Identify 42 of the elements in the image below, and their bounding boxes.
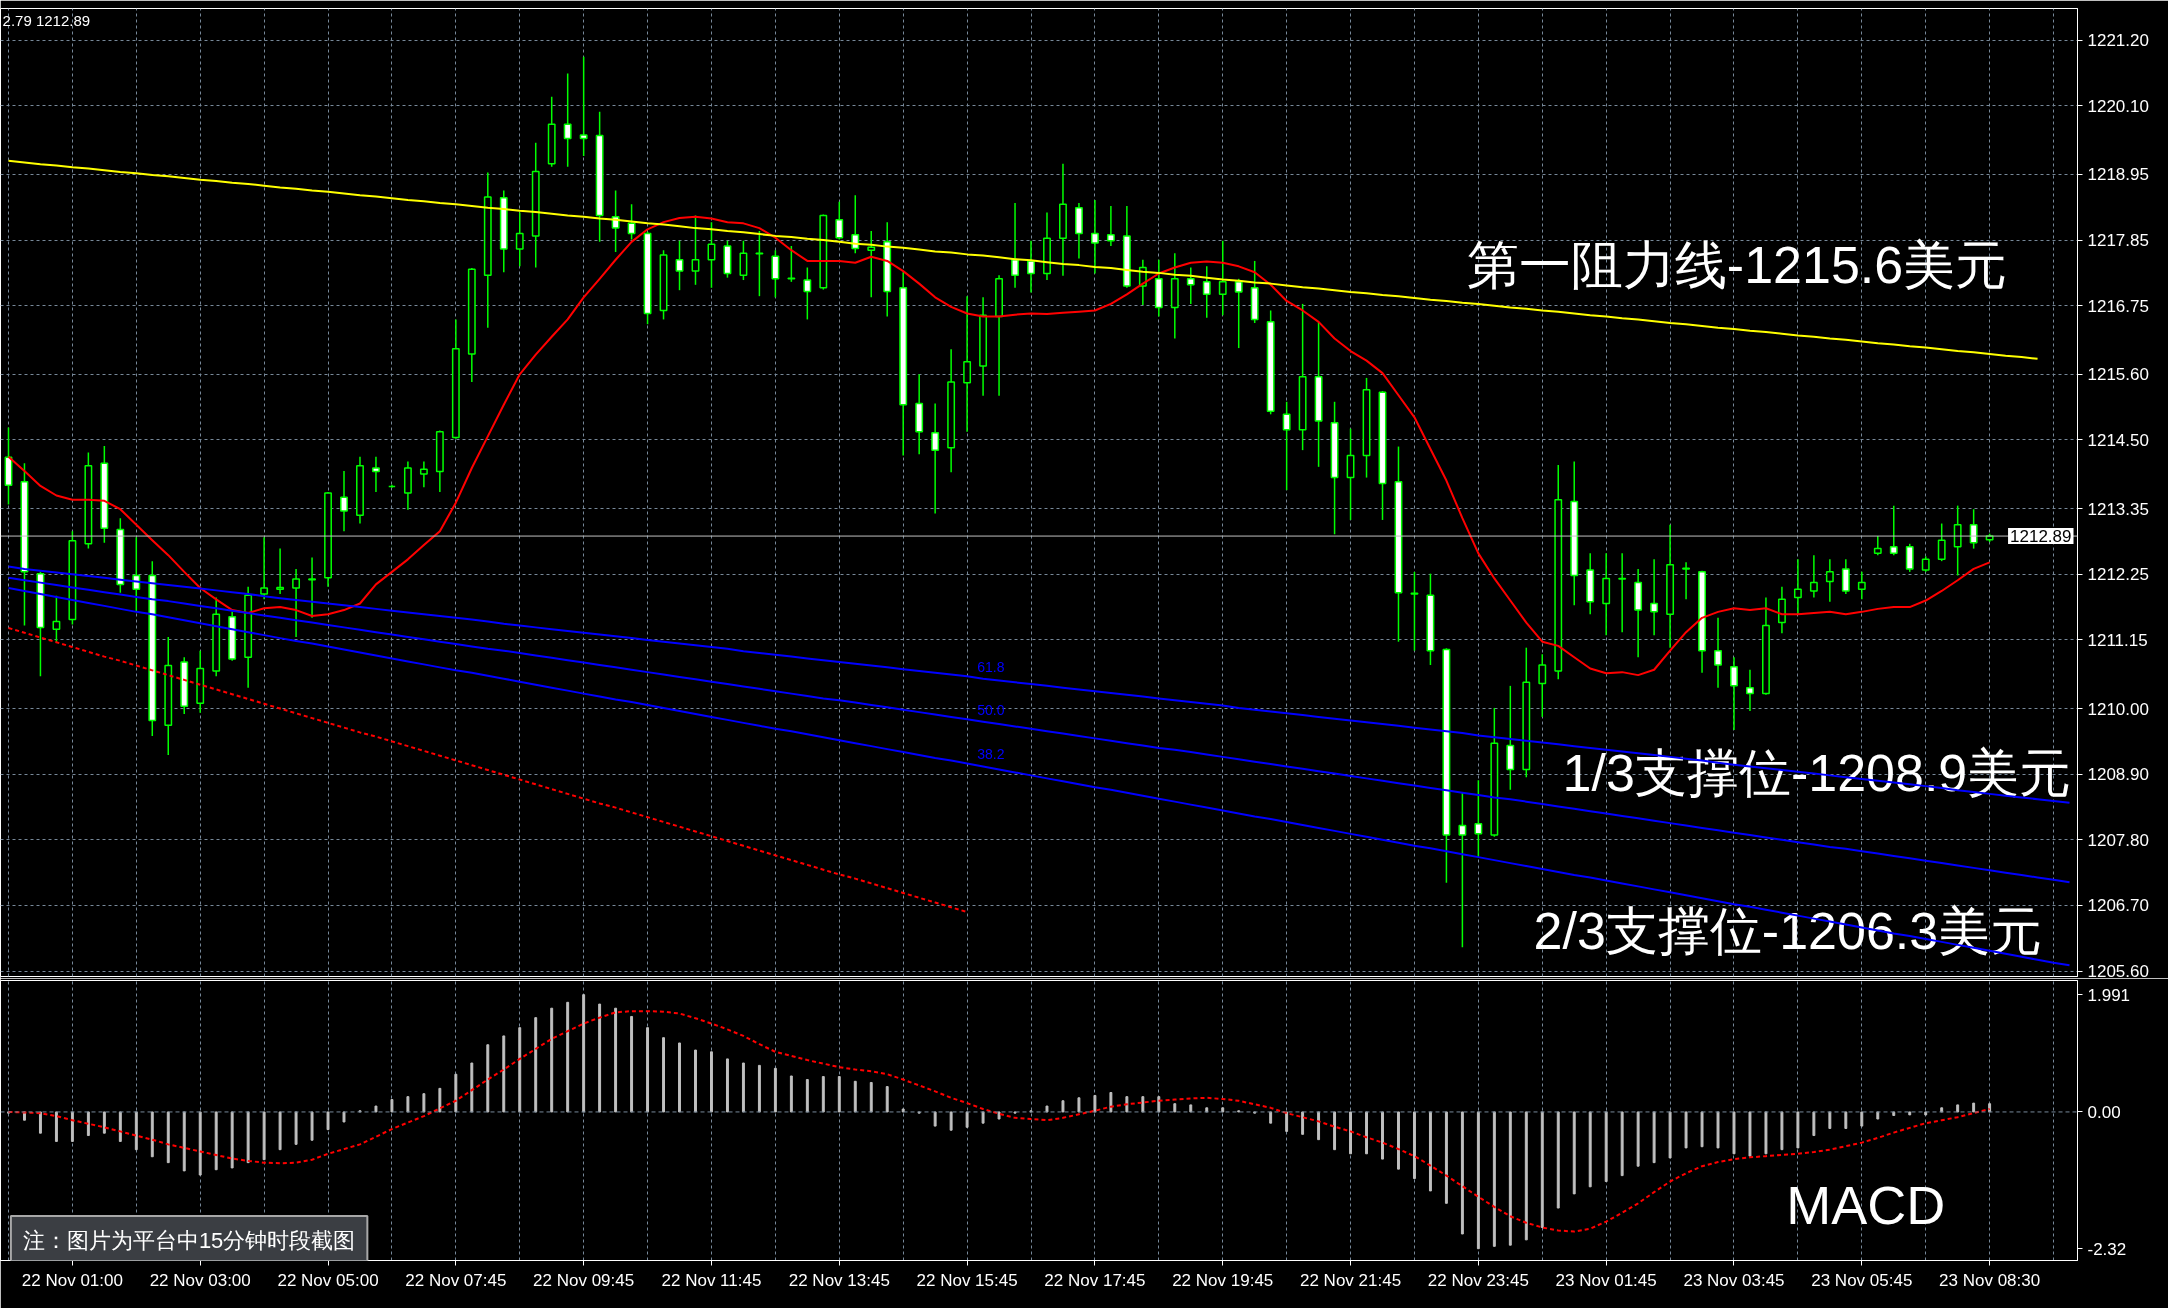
- y-tick-label: 1207.80: [2087, 830, 2149, 850]
- series-label: 61.8: [977, 658, 1005, 675]
- x-tick-label: 22 Nov 03:00: [149, 1270, 251, 1290]
- annotation: 2.79 1212.89: [2, 12, 91, 30]
- y-tick-label: 1205.60: [2087, 962, 2149, 982]
- annotation: 注：图片为平台中15分钟时段截图: [22, 1228, 356, 1254]
- x-tick-label: 22 Nov 19:45: [1172, 1270, 1274, 1290]
- x-tick-label: 23 Nov 05:45: [1811, 1270, 1913, 1290]
- x-tick-label: 22 Nov 01:00: [21, 1270, 123, 1290]
- y-tick-label: 1215.60: [2087, 365, 2149, 385]
- x-tick-label: 22 Nov 05:00: [277, 1270, 379, 1290]
- y-tick-label: 1212.25: [2087, 565, 2149, 585]
- annotation: MACD: [1786, 1174, 1946, 1235]
- series-label: 50.0: [977, 701, 1005, 718]
- y-tick-label: 1206.70: [2087, 896, 2149, 916]
- y-tick-label: 1.991: [2087, 985, 2131, 1005]
- y-tick-label: -2.32: [2087, 1239, 2127, 1259]
- x-tick-label: 22 Nov 13:45: [788, 1270, 890, 1290]
- y-tick-label: 1216.75: [2087, 296, 2149, 316]
- x-tick-label: 22 Nov 09:45: [533, 1270, 635, 1290]
- y-tick-label: 0.00: [2087, 1102, 2121, 1122]
- ref-line-label: 1212.89: [2010, 527, 2072, 547]
- x-tick-label: 22 Nov 11:45: [661, 1270, 762, 1290]
- y-tick-label: 1217.85: [2087, 231, 2149, 251]
- x-tick-label: 23 Nov 08:30: [1939, 1270, 2041, 1290]
- y-tick-label: 1221.20: [2087, 31, 2149, 51]
- y-tick-label: 1210.00: [2087, 699, 2149, 719]
- x-tick-label: 23 Nov 03:45: [1683, 1270, 1785, 1290]
- y-tick-label: 1214.50: [2087, 430, 2149, 450]
- y-tick-label: 1218.95: [2087, 165, 2149, 185]
- y-tick-label: 1211.15: [2087, 630, 2148, 650]
- y-tick-label: 1213.35: [2087, 499, 2149, 519]
- y-tick-label: 1208.90: [2087, 765, 2149, 785]
- x-tick-label: 22 Nov 21:45: [1299, 1270, 1402, 1290]
- series-label: 38.2: [977, 746, 1005, 763]
- x-tick-label: 22 Nov 15:45: [916, 1270, 1018, 1290]
- x-tick-label: 22 Nov 07:45: [405, 1270, 507, 1290]
- x-tick-label: 23 Nov 01:45: [1555, 1270, 1657, 1290]
- y-tick-label: 1220.10: [2087, 96, 2149, 116]
- x-tick-label: 22 Nov 17:45: [1044, 1270, 1146, 1290]
- x-tick-label: 22 Nov 23:45: [1427, 1270, 1529, 1290]
- annotation: 第一阻力线-1215.6美元: [1466, 235, 2008, 294]
